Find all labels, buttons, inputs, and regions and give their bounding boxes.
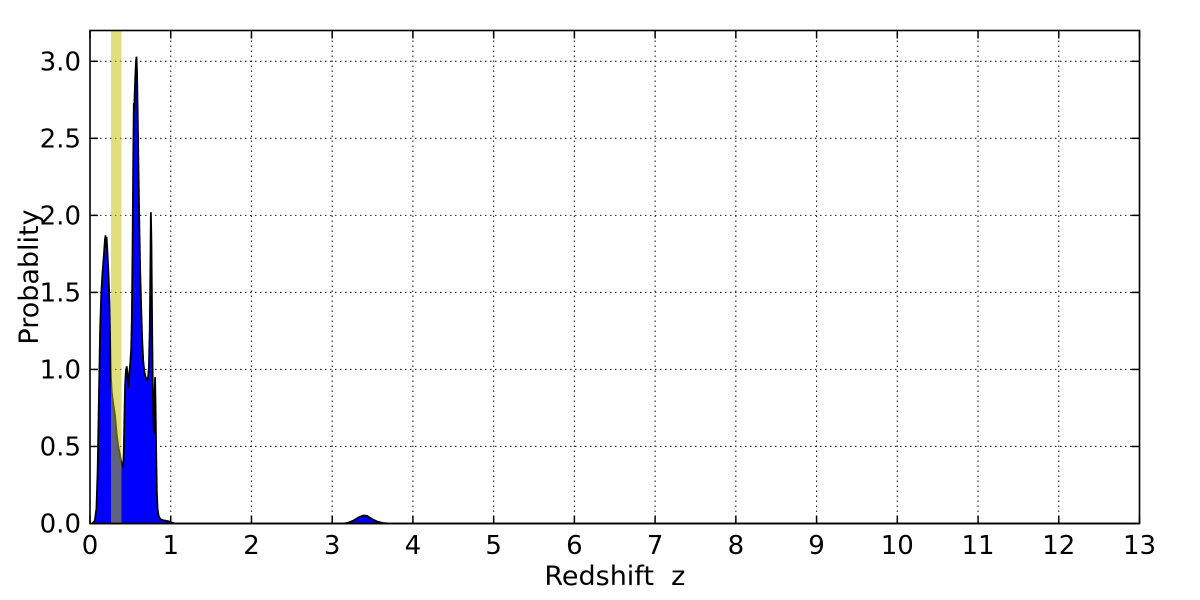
y-tick-label: 3.0: [40, 47, 81, 77]
x-tick-label: 10: [881, 531, 914, 561]
grid: [90, 30, 1140, 524]
axes-frame-layer: [89, 29, 1141, 525]
y-tick-label: 1.0: [40, 355, 81, 385]
x-tick-label: 12: [1042, 531, 1075, 561]
x-tick-label: 4: [405, 531, 422, 561]
x-tick-label: 9: [808, 531, 825, 561]
tick-layer: [89, 30, 1141, 525]
x-tick-label: 7: [647, 531, 664, 561]
x-tick-label: 5: [485, 531, 502, 561]
x-tick-label: 0: [82, 531, 99, 561]
x-tick-label: 3: [324, 531, 341, 561]
vspan-layer: [110, 30, 122, 524]
y-tick-label: 1.5: [40, 278, 81, 308]
y-axis-label: Probablity: [14, 209, 45, 344]
x-tick-label: 8: [728, 531, 745, 561]
x-tick-label: 1: [162, 531, 179, 561]
reference-redshift-band: [110, 30, 122, 524]
x-tick-label: 11: [961, 531, 994, 561]
x-tick-label: 2: [243, 531, 260, 561]
tick-label-layer: 0 1 2 3 4 5 6 7 8 9 10 11 12 130.00.51.01.52.02.53.0: [40, 47, 1156, 561]
pdf-curve-layer: [90, 56, 1140, 525]
y-tick-label: 0.0: [40, 510, 81, 540]
axes-frame: [89, 29, 1141, 525]
x-tick-label: 6: [566, 531, 583, 561]
x-axis-label: Redshift z: [544, 561, 685, 592]
y-tick-label: 2.5: [40, 124, 81, 154]
redshift-probability-density: [90, 56, 1140, 525]
y-tick-label: 0.5: [40, 432, 81, 462]
x-tick-label: 13: [1123, 531, 1156, 561]
y-tick-label: 2.0: [40, 201, 81, 231]
